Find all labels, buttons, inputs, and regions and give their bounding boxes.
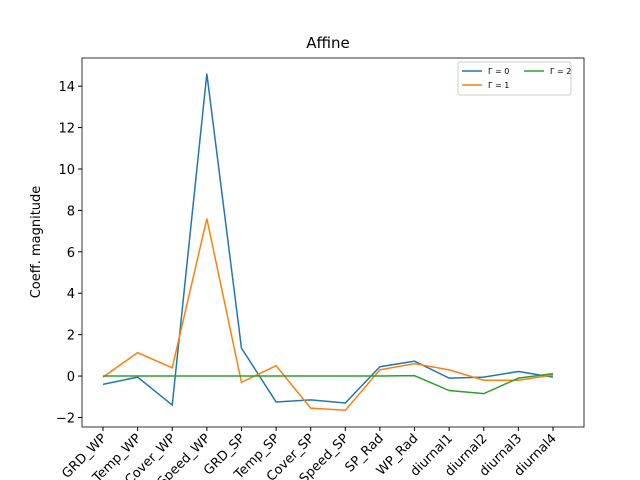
y-tick-label: 2: [67, 329, 75, 344]
y-tick-label: 0: [67, 370, 75, 385]
y-tick-label: 8: [67, 204, 75, 219]
chart-title: Affine: [306, 34, 350, 52]
plot-frame: [81, 57, 585, 428]
line-series: [102, 73, 554, 407]
line-series: [103, 372, 554, 395]
y-tick-label: −2: [56, 411, 75, 426]
legend-label: Γ = 1: [488, 81, 509, 90]
y-tick-label: 14: [58, 80, 75, 95]
y-tick-label: 12: [58, 122, 75, 137]
legend-label: Γ = 2: [550, 67, 571, 76]
y-axis-label: Coeff. magnitude: [29, 186, 44, 299]
y-tick-label: 4: [67, 287, 75, 302]
y-tick-label: 10: [58, 163, 75, 178]
legend-label: Γ = 0: [488, 67, 509, 76]
y-tick-label: 6: [67, 246, 75, 261]
line-series: [102, 218, 554, 411]
